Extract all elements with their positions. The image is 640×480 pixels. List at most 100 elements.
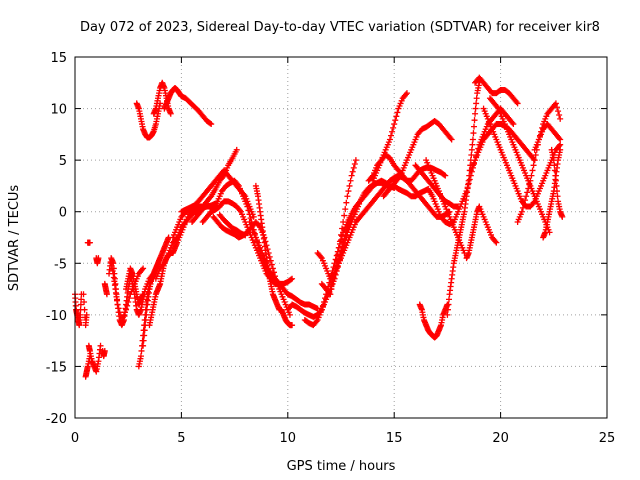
series-arc50: [463, 203, 500, 262]
series-arc26: [252, 182, 296, 329]
data-point: [265, 249, 272, 256]
data-point: [493, 239, 500, 246]
data-point: [320, 298, 327, 305]
data-point: [244, 203, 251, 210]
data-point: [123, 306, 130, 313]
x-tick-label: 15: [386, 431, 403, 446]
series-arc06: [93, 255, 102, 267]
data-point: [207, 194, 214, 201]
series-arc40: [444, 79, 483, 318]
data-point: [557, 146, 564, 153]
data-point: [464, 184, 471, 191]
data-point: [403, 90, 410, 97]
data-point: [80, 291, 87, 298]
data-point: [445, 301, 452, 308]
data-point: [471, 123, 477, 130]
data-point: [143, 306, 150, 313]
data-point: [348, 172, 355, 179]
data-point: [351, 161, 358, 168]
data-point: [247, 215, 254, 222]
data-point: [519, 204, 526, 211]
data-point: [350, 164, 357, 171]
series-arc37: [403, 177, 453, 220]
y-tick-label: 0: [59, 206, 67, 221]
data-point: [518, 208, 525, 215]
data-point: [114, 301, 121, 308]
series-arc35: [380, 117, 455, 200]
data-point: [523, 193, 530, 200]
data-point: [472, 105, 479, 112]
y-axis-label: SDTVAR / TECUs: [7, 185, 22, 292]
data-point: [388, 132, 395, 139]
series-arc04: [84, 239, 93, 246]
y-tick-label: -20: [46, 412, 67, 427]
data-point: [525, 185, 532, 192]
data-point: [233, 146, 240, 153]
series-arc02: [80, 291, 90, 329]
data-point: [513, 99, 520, 106]
data-point: [207, 120, 214, 127]
data-point: [463, 188, 470, 195]
data-point: [140, 337, 147, 344]
data-point: [550, 157, 557, 164]
data-point: [447, 135, 454, 142]
data-point: [83, 311, 90, 318]
data-point: [531, 157, 538, 164]
data-point: [448, 136, 455, 143]
y-tick-label: 15: [50, 51, 67, 66]
data-point: [529, 167, 536, 174]
data-point: [332, 271, 339, 278]
data-point: [341, 240, 348, 247]
data-point: [141, 327, 148, 334]
y-tick-label: -5: [54, 257, 67, 272]
y-tick-label: -15: [46, 360, 67, 375]
data-point: [101, 347, 108, 354]
data-point: [470, 130, 477, 137]
data-point: [556, 142, 563, 149]
data-point: [389, 128, 396, 135]
data-point: [317, 253, 324, 260]
plot-frame: [74, 56, 608, 419]
data-point: [468, 151, 475, 158]
series-arc05: [85, 342, 104, 375]
data-point: [314, 305, 321, 312]
data-point: [95, 255, 102, 262]
data-point: [342, 206, 349, 213]
y-tick-label: 10: [50, 103, 67, 118]
data-point: [469, 141, 476, 148]
data-point: [236, 207, 243, 214]
data-point: [246, 211, 253, 218]
data-point: [556, 112, 563, 119]
data-point: [530, 162, 537, 169]
data-point: [530, 155, 537, 162]
data-point: [126, 295, 133, 302]
series-arc32: [327, 179, 393, 293]
data-point: [322, 295, 329, 302]
data-point: [286, 311, 293, 318]
data-point: [116, 309, 123, 316]
axis-ticks: 0 5 10 15 20 25 -20 -15 -10 -5 0 5 10 15: [46, 51, 616, 446]
data-point: [347, 177, 354, 184]
data-point: [555, 108, 562, 115]
data-point: [557, 141, 564, 148]
data-point: [339, 248, 346, 255]
data-point: [340, 219, 347, 226]
data-point: [334, 251, 341, 258]
data-point: [181, 220, 188, 227]
series-arc27: [246, 219, 321, 312]
series-arc07: [99, 347, 108, 360]
data-point: [103, 291, 110, 298]
data-point: [461, 249, 468, 256]
data-point: [557, 115, 564, 122]
data-point: [552, 100, 559, 107]
data-point: [287, 276, 294, 283]
data-point: [396, 173, 403, 180]
data-point: [524, 189, 531, 196]
data-point: [532, 151, 539, 158]
x-axis-label: GPS time / hours: [287, 459, 396, 474]
data-point: [268, 261, 275, 268]
data-point: [557, 136, 564, 143]
y-tick-label: -10: [46, 309, 67, 324]
data-point: [494, 104, 501, 111]
